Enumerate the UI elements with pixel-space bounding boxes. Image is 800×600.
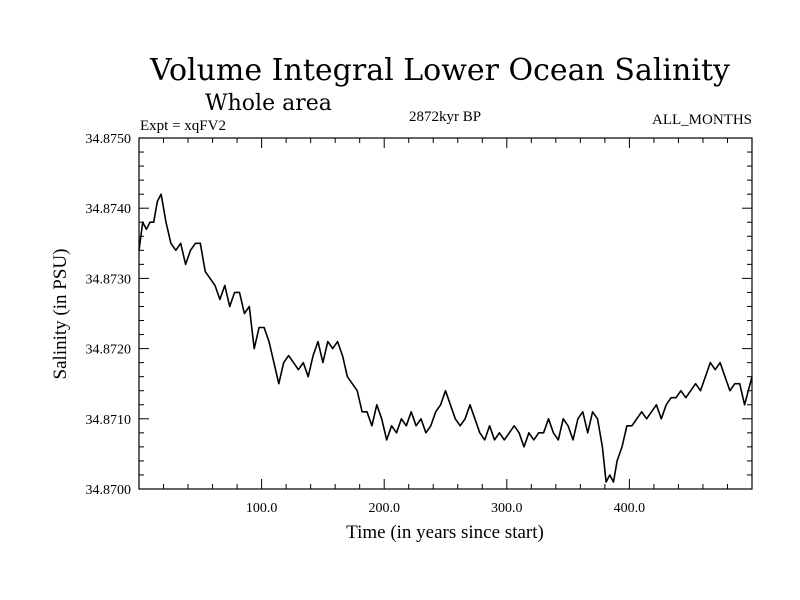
x-tick-label: 400.0: [614, 501, 646, 516]
period-label: 2872kyr BP: [409, 109, 481, 125]
months-label: ALL_MONTHS: [652, 112, 752, 128]
experiment-label: Expt = xqFV2: [140, 118, 226, 134]
x-tick-label: 300.0: [491, 501, 523, 516]
plot-frame: [138, 137, 753, 490]
x-tick-label: 200.0: [368, 501, 400, 516]
y-tick-label: 34.8710: [86, 413, 132, 428]
series-line-salinity: [138, 193, 753, 483]
y-tick-label: 34.8700: [86, 483, 132, 498]
tick-layer: 100.0 200.0 300.0 400.0 34.8700 34.8710 34.872…: [86, 132, 752, 516]
x-axis-label: Time (in years since start): [346, 522, 544, 543]
y-tick-label: 34.8730: [86, 272, 132, 287]
chart-title: Volume Integral Lower Ocean Salinity: [149, 53, 730, 88]
y-tick-label: 34.8740: [86, 202, 132, 217]
y-tick-label: 34.8720: [86, 343, 132, 358]
y-tick-label: 34.8750: [86, 132, 132, 147]
y-axis-label: Salinity (in PSU): [50, 249, 71, 380]
chart-subtitle: Whole area: [205, 91, 332, 116]
x-tick-label: 100.0: [246, 501, 278, 516]
